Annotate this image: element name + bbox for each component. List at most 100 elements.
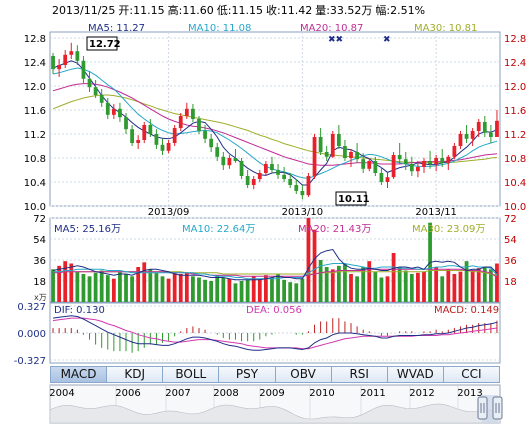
tab-boll[interactable]: BOLL (163, 366, 220, 383)
candle-body (495, 120, 499, 137)
volume-bar (422, 271, 426, 302)
tab-psy[interactable]: PSY (219, 366, 276, 383)
candle-body (148, 125, 153, 134)
event-marker-icon[interactable]: ✖ (383, 35, 391, 45)
candle-body (130, 129, 134, 143)
high-label: 12.72 (89, 39, 121, 50)
candle-body (239, 161, 244, 176)
volume-bar (349, 274, 353, 302)
tab-wvad[interactable]: WVAD (387, 366, 444, 383)
volume-bar (361, 267, 366, 302)
candle-body (118, 108, 122, 118)
volume-bar (136, 267, 141, 302)
price-tick-right: 11.2 (504, 130, 526, 141)
volume-legend-ma10: MA10: 22.64万 (182, 224, 255, 235)
candle-body (488, 132, 493, 137)
candle-body (209, 138, 214, 148)
volume-bar (142, 262, 147, 302)
volume-bar (130, 276, 134, 302)
volume-tick-right: 36 (504, 256, 517, 267)
volume-bar (495, 263, 499, 302)
tab-rsi[interactable]: RSI (331, 366, 388, 383)
volume-tick-right: 18 (504, 277, 517, 288)
candle-body (51, 56, 55, 70)
overview-year-label: 2011 (360, 388, 385, 399)
volume-bar (324, 267, 329, 302)
overview-year-label: 2004 (49, 388, 74, 399)
volume-bar (227, 278, 232, 302)
quote-high: 高:11.60 (167, 4, 214, 17)
price-tick-left: 10.0 (24, 202, 46, 213)
volume-bar (276, 274, 280, 302)
price-tick-left: 10.8 (24, 154, 46, 165)
price-x-tick: 2013/11 (415, 207, 457, 218)
price-tick-right: 12.4 (504, 58, 526, 69)
candle-body (178, 116, 183, 128)
volume-bar (160, 276, 165, 302)
volume-bar (476, 268, 481, 302)
volume-bar (397, 267, 402, 302)
candle-body (257, 173, 262, 179)
overview-year-label: 2007 (165, 388, 190, 399)
candle-body (403, 159, 408, 164)
candle-body (318, 137, 323, 152)
overview-right-handle[interactable] (492, 396, 503, 420)
quote-low: 低:11.15 (216, 4, 264, 17)
volume-bar (306, 218, 311, 302)
price-tick-right: 10.8 (504, 154, 526, 165)
candle-body (324, 152, 329, 157)
volume-tick-left: 54 (33, 235, 46, 246)
price-tick-right: 10.4 (504, 178, 526, 189)
low-label: 10.11 (338, 194, 370, 205)
volume-bar (282, 279, 287, 302)
price-legend-ma20: MA20: 10.87 (300, 23, 363, 34)
candle-body (184, 108, 189, 116)
history-overview[interactable]: 2004 2006 2007 2008 2009 2010 2011 2012 2013 (0, 383, 526, 429)
volume-bar (482, 267, 487, 302)
volume-bar (355, 276, 359, 302)
candle-body (336, 134, 341, 146)
stock-chart[interactable]: 12.8 12.8 12.4 12.4 12.0 12.0 11.6 11.6 11.2 11.2… (0, 0, 526, 366)
volume-bar (300, 278, 305, 302)
price-tick-left: 10.4 (24, 178, 46, 189)
quote-volume: 量:33.52万 (315, 4, 373, 17)
quote-close: 收:11.42 (266, 4, 313, 17)
price-panel[interactable] (49, 31, 501, 207)
tab-macd[interactable]: MACD (50, 366, 108, 383)
volume-bar (403, 270, 408, 302)
tab-kdj[interactable]: KDJ (107, 366, 164, 383)
candle-body (227, 158, 232, 166)
price-tick-left: 11.2 (24, 130, 46, 141)
candle-body (464, 134, 469, 139)
quote-amplitude: 幅:2.51% (375, 4, 426, 17)
tab-obv[interactable]: OBV (275, 366, 332, 383)
price-tick-left: 12.8 (24, 34, 46, 45)
volume-bar (166, 278, 171, 302)
candle-body (288, 179, 293, 185)
candle-body (440, 158, 445, 163)
price-tick-left: 12.0 (24, 82, 46, 93)
volume-bar (239, 281, 244, 302)
candle-body (434, 158, 439, 164)
price-tick-right: 12.0 (504, 82, 526, 93)
candle-body (391, 155, 396, 178)
candle-body (349, 152, 353, 158)
candle-body (379, 173, 384, 182)
candle-body (367, 161, 372, 169)
overview-year-label: 2008 (213, 388, 238, 399)
candle-body (172, 128, 177, 143)
candle-body (251, 179, 256, 185)
candle-body (312, 137, 317, 176)
price-legend-ma5: MA5: 11.27 (88, 23, 145, 34)
volume-tick-left: 18 (33, 277, 46, 288)
volume-bar (191, 276, 195, 302)
volume-bar (63, 261, 68, 302)
candle-body (446, 156, 451, 163)
macd-tick: 0.000 (17, 329, 46, 340)
tab-cci[interactable]: CCI (443, 366, 500, 383)
event-marker-icon[interactable]: ✖✖ (328, 35, 343, 45)
overview-left-handle[interactable] (477, 396, 488, 420)
candle-body (99, 95, 104, 103)
candle-body (166, 143, 171, 151)
volume-bar (105, 275, 110, 302)
